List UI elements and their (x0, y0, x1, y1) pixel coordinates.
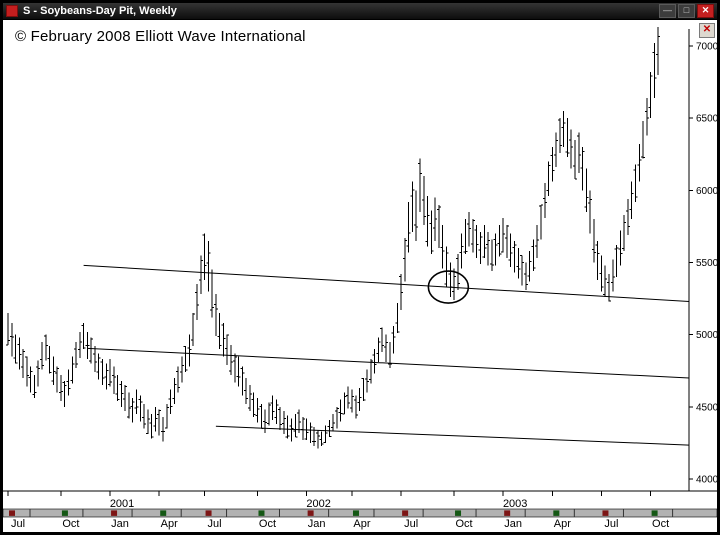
svg-text:Jan: Jan (111, 518, 129, 530)
svg-text:Jul: Jul (404, 518, 418, 530)
svg-text:Apr: Apr (161, 518, 178, 530)
copyright-text: © February 2008 Elliott Wave Internation… (15, 28, 306, 45)
svg-text:Apr: Apr (554, 518, 571, 530)
trendline (87, 347, 690, 379)
svg-text:Jul: Jul (208, 518, 222, 530)
svg-text:7000: 7000 (696, 42, 717, 53)
price-axis-labels: 7000 6500 6000 5500 5000 4500 4000 (689, 42, 717, 485)
svg-text:Apr: Apr (353, 518, 370, 530)
child-close-button[interactable]: ✕ (699, 23, 715, 38)
svg-text:6000: 6000 (696, 186, 717, 197)
window-buttons: — □ ✕ (659, 4, 714, 18)
svg-text:6500: 6500 (696, 114, 717, 125)
titlebar[interactable]: S - Soybeans-Day Pit, Weekly — □ ✕ (3, 3, 717, 20)
svg-text:Oct: Oct (62, 518, 79, 530)
svg-text:Jul: Jul (11, 518, 25, 530)
svg-text:Oct: Oct (652, 518, 669, 530)
month-labels: Jul Oct Jan Apr Jul Oct Jan Apr Jul Oct Jan Apr Jul O… (7, 491, 669, 530)
svg-text:5500: 5500 (696, 258, 717, 269)
trendline (83, 264, 690, 302)
window-title: S - Soybeans-Day Pit, Weekly (23, 5, 177, 17)
circle-annotation (427, 270, 470, 304)
svg-text:4000: 4000 (696, 474, 717, 485)
year-labels: 2001 2002 2003 (110, 498, 528, 510)
svg-text:2002: 2002 (306, 498, 330, 510)
price-bars (6, 27, 661, 449)
svg-text:Jan: Jan (308, 518, 326, 530)
svg-text:2001: 2001 (110, 498, 134, 510)
svg-text:Oct: Oct (259, 518, 276, 530)
svg-text:Oct: Oct (455, 518, 472, 530)
price-chart[interactable]: 7000 6500 6000 5500 5000 4500 4000 Jul Oct Jan Apr… (3, 21, 717, 532)
svg-text:2003: 2003 (503, 498, 527, 510)
minimize-button[interactable]: — (659, 4, 676, 18)
close-button[interactable]: ✕ (697, 4, 714, 18)
chart-client-area: 7000 6500 6000 5500 5000 4500 4000 Jul Oct Jan Apr… (3, 21, 717, 532)
svg-text:Jul: Jul (604, 518, 618, 530)
app-icon[interactable] (6, 5, 18, 17)
maximize-button[interactable]: □ (678, 4, 695, 18)
trendline (215, 425, 690, 446)
svg-text:4500: 4500 (696, 402, 717, 413)
svg-text:Jan: Jan (504, 518, 522, 530)
time-strip[interactable] (3, 508, 717, 518)
svg-text:5000: 5000 (696, 330, 717, 341)
